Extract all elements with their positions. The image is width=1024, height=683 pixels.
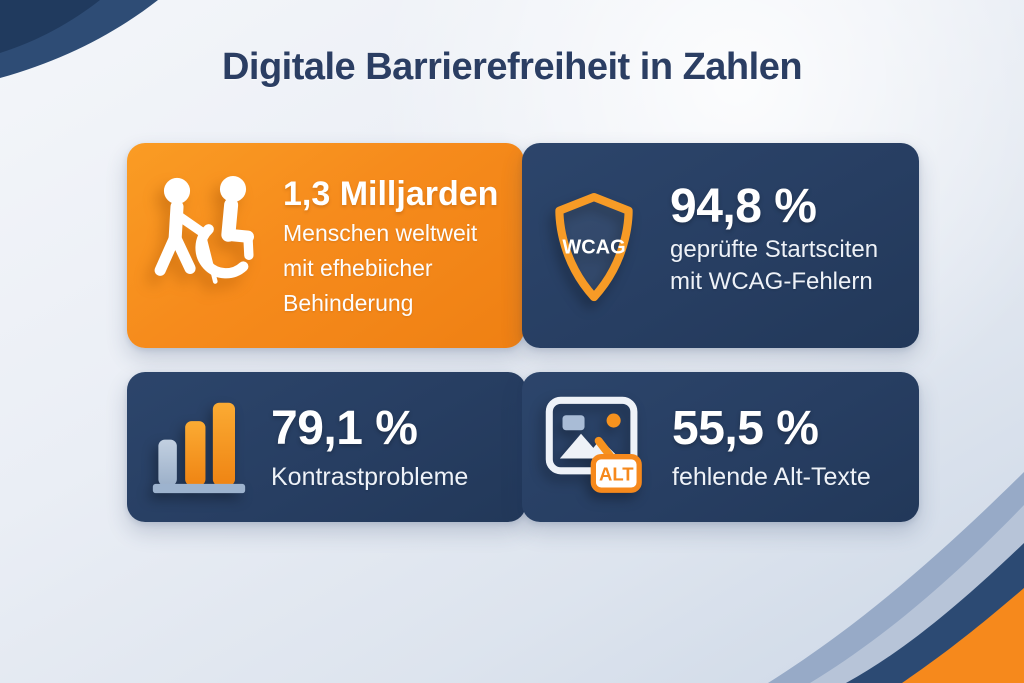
stat-label-line: mit WCAG-Fehlern — [670, 267, 873, 295]
stat-value: 94,8 % — [670, 179, 817, 233]
wcag-shield-icon: WCAG — [544, 189, 644, 307]
stat-value: 1,3 Milljarden — [283, 175, 499, 213]
stat-label-line: Kontrastprobleme — [271, 463, 469, 491]
page-title: Digitale Barrierefreiheit in Zahlen — [221, 46, 803, 88]
image-alt-icon: ALT — [544, 391, 648, 503]
stat-label-line: geprüfte Startsciten — [670, 235, 879, 263]
bottom-right-corner-orange — [902, 588, 1024, 683]
stat-card-wcag-errors: WCAG 94,8 % geprüfte Startsciten mit WCA… — [522, 143, 919, 348]
stat-label-line: mit efhebiicher — [283, 255, 433, 281]
stat-value: 79,1 % — [271, 402, 418, 455]
bottom-right-band-navy — [846, 543, 1024, 683]
stat-label-line: Menschen weltweit — [283, 220, 478, 246]
alt-badge-text: ALT — [599, 463, 634, 484]
accessibility-people-icon — [149, 170, 261, 322]
stat-card-global-disability: 1,3 Milljarden Menschen weltweit mit efh… — [127, 143, 524, 348]
stat-label-line: Behinderung — [283, 290, 414, 316]
stat-value: 55,5 % — [672, 402, 819, 455]
wcag-shield-text: WCAG — [562, 236, 625, 258]
bottom-right-band-light — [810, 505, 1024, 683]
stat-card-contrast-problems: 79,1 % Kontrastprobleme — [127, 372, 526, 522]
stat-label-line: fehlende Alt-Texte — [672, 463, 871, 491]
bar-chart-icon — [151, 395, 247, 499]
stat-card-missing-alt-text: ALT 55,5 % fehlende Alt-Texte — [522, 372, 919, 522]
